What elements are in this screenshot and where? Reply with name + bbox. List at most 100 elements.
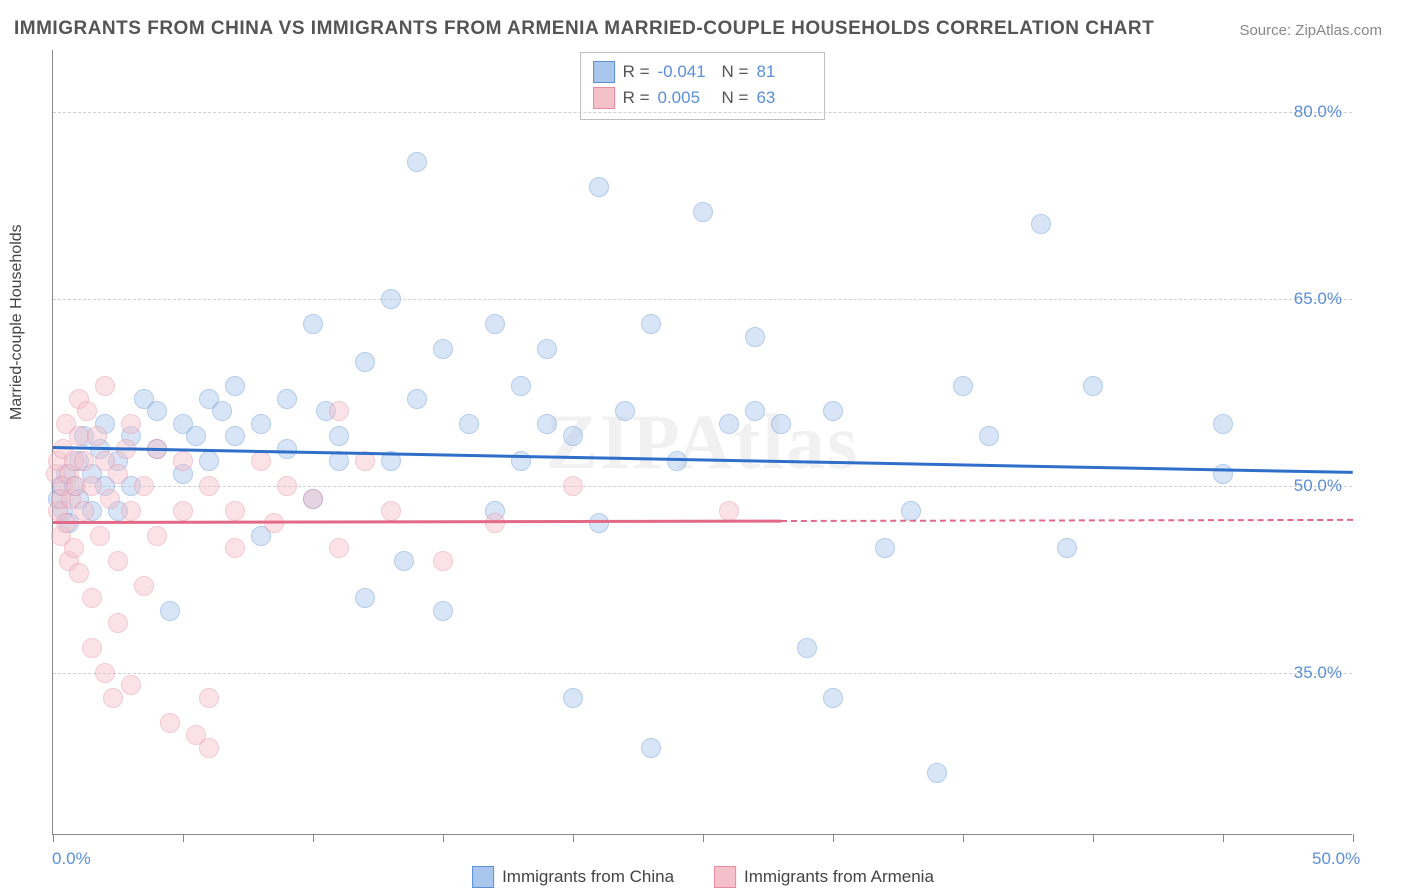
legend-item-china: Immigrants from China — [472, 866, 674, 888]
r-value-armenia: 0.005 — [658, 85, 714, 111]
y-tick-label: 65.0% — [1294, 289, 1342, 309]
y-axis-label: Married-couple Households — [8, 224, 26, 420]
scatter-point-armenia — [121, 675, 141, 695]
scatter-point-china — [407, 152, 427, 172]
r-label: R = — [623, 59, 650, 85]
n-label: N = — [722, 59, 749, 85]
x-tick — [833, 834, 834, 842]
x-tick — [443, 834, 444, 842]
scatter-point-armenia — [134, 576, 154, 596]
scatter-point-armenia — [199, 476, 219, 496]
scatter-point-china — [147, 401, 167, 421]
x-tick — [1093, 834, 1094, 842]
scatter-point-china — [927, 763, 947, 783]
scatter-point-china — [537, 414, 557, 434]
scatter-point-china — [979, 426, 999, 446]
scatter-point-armenia — [95, 376, 115, 396]
scatter-point-china — [407, 389, 427, 409]
scatter-point-armenia — [173, 501, 193, 521]
scatter-point-armenia — [225, 501, 245, 521]
scatter-point-armenia — [121, 501, 141, 521]
scatter-point-armenia — [433, 551, 453, 571]
scatter-point-china — [641, 738, 661, 758]
legend-swatch-armenia — [714, 866, 736, 888]
scatter-point-china — [563, 688, 583, 708]
scatter-point-china — [745, 327, 765, 347]
scatter-point-china — [225, 376, 245, 396]
x-tick — [1353, 834, 1354, 842]
scatter-point-china — [1083, 376, 1103, 396]
scatter-point-china — [277, 439, 297, 459]
scatter-point-china — [277, 389, 297, 409]
scatter-point-china — [797, 638, 817, 658]
scatter-point-china — [823, 401, 843, 421]
scatter-point-china — [745, 401, 765, 421]
scatter-point-armenia — [329, 538, 349, 558]
scatter-point-armenia — [199, 688, 219, 708]
scatter-point-armenia — [147, 526, 167, 546]
scatter-point-china — [1213, 464, 1233, 484]
scatter-point-armenia — [251, 451, 271, 471]
bottom-legend: Immigrants from China Immigrants from Arm… — [472, 866, 934, 888]
x-tick — [703, 834, 704, 842]
scatter-point-armenia — [134, 476, 154, 496]
x-tick — [963, 834, 964, 842]
gridline — [53, 486, 1352, 487]
n-value-armenia: 63 — [756, 85, 812, 111]
scatter-point-armenia — [82, 638, 102, 658]
scatter-point-china — [667, 451, 687, 471]
scatter-point-china — [433, 601, 453, 621]
scatter-point-china — [589, 177, 609, 197]
scatter-point-china — [1031, 214, 1051, 234]
scatter-point-armenia — [173, 451, 193, 471]
scatter-point-china — [251, 414, 271, 434]
scatter-point-china — [563, 426, 583, 446]
scatter-point-armenia — [82, 476, 102, 496]
scatter-point-china — [589, 513, 609, 533]
scatter-point-armenia — [199, 738, 219, 758]
scatter-point-china — [433, 339, 453, 359]
plot-area: ZIPAtlas R =-0.041N =81R =0.005N =63 35.… — [52, 50, 1352, 835]
watermark-text: ZIPAtlas — [546, 397, 860, 487]
scatter-point-china — [160, 601, 180, 621]
scatter-point-armenia — [160, 713, 180, 733]
legend-swatch-armenia — [593, 87, 615, 109]
scatter-point-china — [693, 202, 713, 222]
scatter-point-china — [719, 414, 739, 434]
scatter-point-china — [329, 451, 349, 471]
n-label: N = — [722, 85, 749, 111]
scatter-point-china — [186, 426, 206, 446]
scatter-point-china — [875, 538, 895, 558]
gridline — [53, 673, 1352, 674]
scatter-point-armenia — [108, 464, 128, 484]
scatter-point-china — [355, 588, 375, 608]
chart-container: IMMIGRANTS FROM CHINA VS IMMIGRANTS FROM… — [0, 0, 1406, 892]
scatter-point-armenia — [303, 489, 323, 509]
x-tick-label: 0.0% — [52, 849, 91, 869]
scatter-point-armenia — [69, 563, 89, 583]
stats-row-china: R = -0.041 N = 81 — [593, 59, 813, 85]
y-tick-label: 80.0% — [1294, 102, 1342, 122]
scatter-point-china — [615, 401, 635, 421]
scatter-point-china — [355, 352, 375, 372]
trendline-armenia — [53, 520, 781, 524]
scatter-point-armenia — [69, 426, 89, 446]
scatter-point-armenia — [77, 401, 97, 421]
scatter-point-armenia — [108, 613, 128, 633]
scatter-point-armenia — [381, 501, 401, 521]
x-tick — [53, 834, 54, 842]
x-tick — [183, 834, 184, 842]
scatter-point-armenia — [74, 501, 94, 521]
scatter-point-china — [1057, 538, 1077, 558]
r-value-china: -0.041 — [658, 59, 714, 85]
scatter-point-armenia — [95, 663, 115, 683]
x-tick — [313, 834, 314, 842]
n-value-china: 81 — [756, 59, 812, 85]
scatter-point-armenia — [100, 489, 120, 509]
scatter-point-armenia — [87, 426, 107, 446]
scatter-point-china — [537, 339, 557, 359]
legend-label-armenia: Immigrants from Armenia — [744, 867, 934, 887]
scatter-point-armenia — [82, 588, 102, 608]
scatter-point-armenia — [485, 513, 505, 533]
scatter-point-china — [953, 376, 973, 396]
